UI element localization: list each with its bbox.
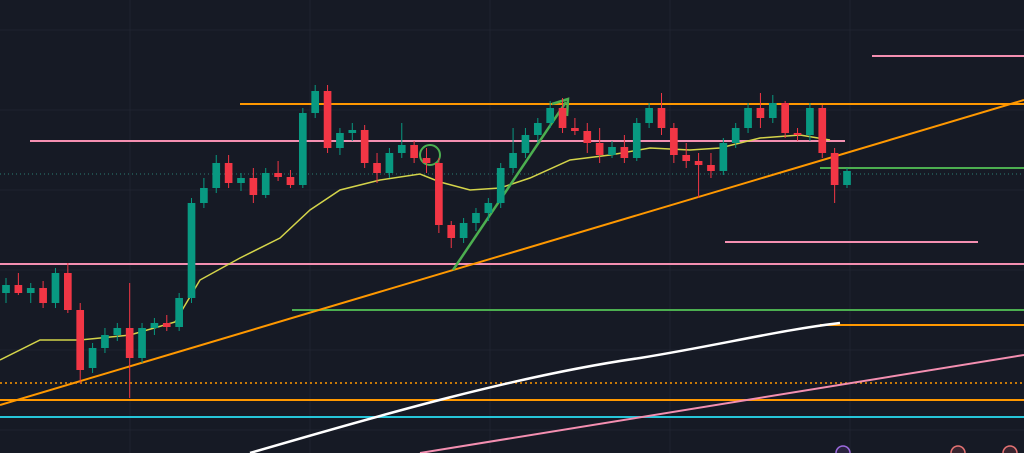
candle-body xyxy=(2,285,10,293)
candle-body xyxy=(286,177,295,185)
candle-body xyxy=(51,273,60,303)
candle-body xyxy=(670,128,678,155)
candle-body xyxy=(533,123,542,135)
candle-body xyxy=(843,171,851,185)
candle-body xyxy=(26,288,35,293)
candle-body xyxy=(694,161,703,165)
candle-body xyxy=(595,143,604,155)
circle-marker xyxy=(419,144,441,166)
candle-body xyxy=(64,273,72,310)
candle-body xyxy=(546,108,555,123)
candle-body xyxy=(397,145,406,153)
event-icon[interactable] xyxy=(835,445,851,453)
candle-body xyxy=(187,203,196,298)
candle-body xyxy=(496,168,505,203)
candle-body xyxy=(224,163,233,183)
arrow xyxy=(451,101,568,271)
candles xyxy=(2,85,851,398)
candle-body xyxy=(756,108,765,118)
candle-body xyxy=(744,108,752,128)
candle-body xyxy=(237,178,245,183)
candle-body xyxy=(645,108,653,123)
candle-body xyxy=(459,223,468,238)
candle-body xyxy=(138,328,146,358)
candle-body xyxy=(274,173,282,177)
candle-body xyxy=(125,328,134,358)
candle-body xyxy=(509,153,517,168)
candle-body xyxy=(830,153,839,185)
event-icon[interactable] xyxy=(1002,445,1018,453)
candle-body xyxy=(657,108,666,128)
candle-body xyxy=(76,310,85,370)
candle-body xyxy=(806,108,814,135)
candle-body xyxy=(88,348,97,368)
candle-body xyxy=(632,123,641,158)
candle-body xyxy=(385,153,394,173)
candle-body xyxy=(472,213,480,223)
candle-body xyxy=(410,145,418,158)
candle-body xyxy=(311,91,320,113)
candle-body xyxy=(707,165,715,171)
candle-body xyxy=(200,188,208,203)
candle-body xyxy=(435,163,443,225)
arrow-head xyxy=(551,97,570,117)
candle-body xyxy=(682,155,691,161)
candle-body xyxy=(261,173,270,195)
candle-body xyxy=(373,163,381,173)
candle-body xyxy=(422,158,431,163)
event-icon[interactable] xyxy=(950,445,966,453)
candle-body xyxy=(249,178,258,195)
candle-body xyxy=(175,298,183,327)
candle-body xyxy=(323,91,332,148)
candle-body xyxy=(113,328,122,335)
candle-body xyxy=(521,135,530,153)
candle-body xyxy=(39,288,47,303)
candle-body xyxy=(162,323,171,327)
candle-body xyxy=(336,133,344,148)
candle-body xyxy=(101,335,109,348)
candle-body xyxy=(608,147,616,155)
candle-body xyxy=(360,130,369,163)
candle-body xyxy=(818,108,827,153)
candle-body xyxy=(484,203,493,213)
moving-average-long xyxy=(249,321,841,453)
candle-body xyxy=(719,143,728,171)
candle-body xyxy=(212,163,221,188)
candle-body xyxy=(620,147,629,158)
event-icons xyxy=(835,445,1018,453)
candle-body xyxy=(768,103,777,118)
candle-body xyxy=(558,108,567,128)
candle-body xyxy=(571,128,579,131)
candle-body xyxy=(298,113,307,185)
trend-line xyxy=(0,99,1024,406)
candle-body xyxy=(150,323,159,328)
drawings xyxy=(0,55,1024,453)
trend-line xyxy=(419,354,1024,453)
candle-body xyxy=(731,128,740,143)
candle-body xyxy=(793,133,802,135)
candle-body xyxy=(14,285,23,293)
moving-average xyxy=(0,134,831,361)
candle-body xyxy=(447,225,456,238)
candle-body xyxy=(583,131,592,143)
candle-body xyxy=(781,103,789,133)
candle-body xyxy=(348,130,357,133)
